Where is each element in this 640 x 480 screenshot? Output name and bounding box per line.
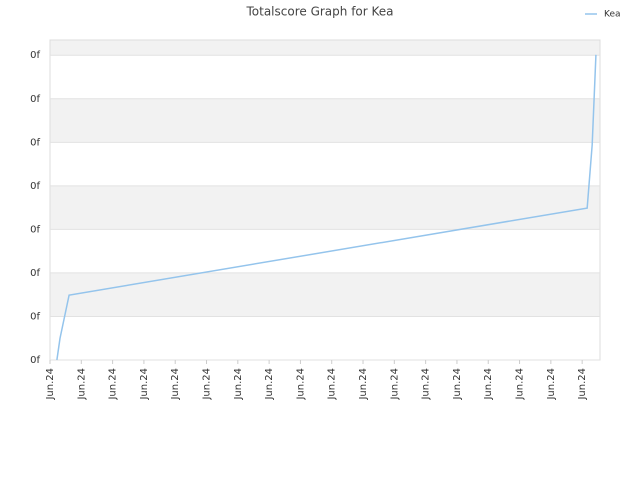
y-tick-label: 0f: [30, 50, 40, 61]
plot-band: [50, 272, 600, 317]
x-tick-label: Jun.24: [76, 368, 87, 401]
series-line: [56, 54, 597, 361]
y-tick-label: 0f: [30, 224, 40, 235]
x-tick-label: Jun.24: [577, 368, 588, 401]
y-tick-label: 0f: [30, 137, 40, 148]
x-tick-label: Jun.24: [170, 368, 181, 401]
plot-band: [50, 40, 600, 56]
x-tick-label: Jun.24: [389, 368, 400, 401]
x-tick-label: Jun.24: [327, 368, 338, 401]
x-tick-label: Jun.24: [139, 368, 150, 401]
x-tick-label: Jun.24: [45, 368, 56, 401]
x-tick-label: Jun.24: [295, 368, 306, 401]
y-tick-label: 0f: [30, 268, 40, 279]
x-tick-label: Jun.24: [233, 368, 244, 401]
x-tick-label: Jun.24: [108, 368, 119, 401]
x-tick-label: Jun.24: [264, 368, 275, 401]
chart-title: Totalscore Graph for Kea: [245, 5, 393, 19]
x-tick-label: Jun.24: [515, 368, 526, 401]
y-tick-label: 0f: [30, 181, 40, 192]
plot-band: [50, 98, 600, 143]
plot-band: [50, 185, 600, 230]
x-tick-label: Jun.24: [202, 368, 213, 401]
x-tick-label: Jun.24: [546, 368, 557, 401]
y-tick-label: 0f: [30, 355, 40, 366]
y-tick-label: 0f: [30, 94, 40, 105]
y-tick-label: 0f: [30, 311, 40, 322]
x-tick-label: Jun.24: [452, 368, 463, 401]
x-tick-label: Jun.24: [358, 368, 369, 401]
legend-label: Kea: [604, 10, 621, 20]
x-tick-label: Jun.24: [421, 368, 432, 401]
x-tick-label: Jun.24: [483, 368, 494, 401]
